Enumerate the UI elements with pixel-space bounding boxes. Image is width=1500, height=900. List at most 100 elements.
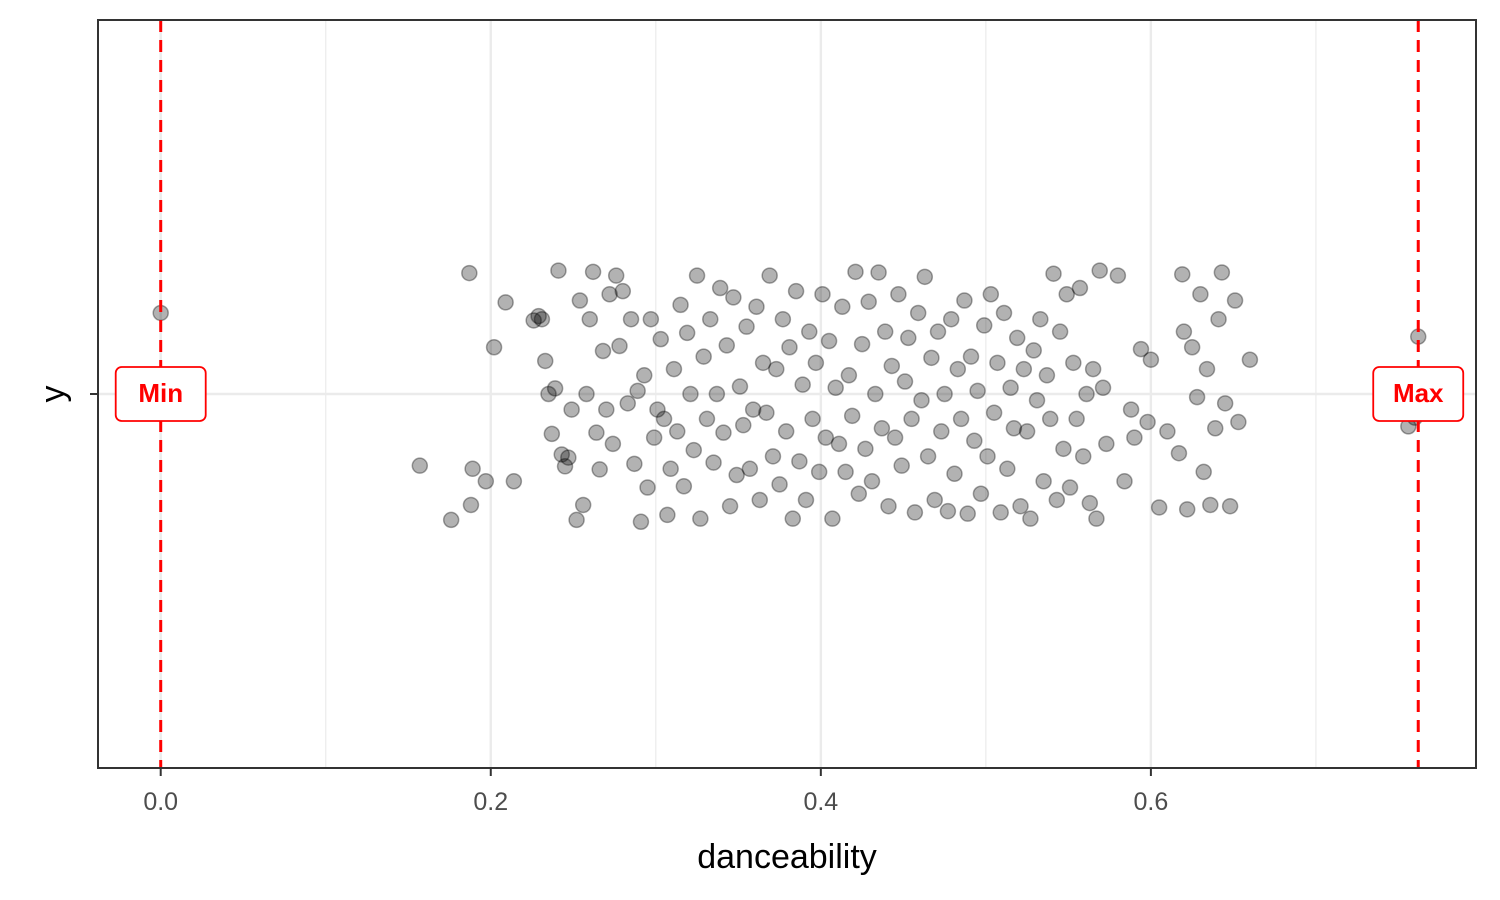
data-point (1116, 473, 1133, 490)
data-point (1126, 429, 1143, 446)
data-point (461, 264, 478, 282)
data-point (530, 307, 547, 325)
data-point (1122, 401, 1140, 418)
data-point (830, 435, 848, 453)
data-point (929, 323, 947, 340)
data-point (1078, 385, 1095, 403)
data-point (863, 473, 881, 490)
data-point (1175, 323, 1193, 340)
data-point (959, 505, 976, 522)
data-point (611, 337, 628, 355)
data-point (942, 310, 960, 328)
data-point (1202, 496, 1219, 514)
data-point (1068, 410, 1085, 428)
data-point (1188, 388, 1206, 406)
data-point (695, 348, 712, 365)
data-point (442, 511, 460, 529)
reference-label-box (114, 366, 207, 422)
data-point (903, 410, 920, 428)
data-point (1109, 267, 1127, 284)
data-point (748, 298, 765, 315)
y-axis-title: y (34, 386, 72, 403)
data-point (1045, 265, 1062, 282)
data-point (584, 263, 602, 281)
data-point (711, 279, 729, 297)
data-point (692, 510, 709, 527)
data-point (1041, 410, 1059, 428)
data-point (784, 510, 802, 527)
data-point (880, 497, 897, 515)
data-point (1025, 342, 1042, 359)
data-point (1221, 497, 1239, 515)
data-point (1183, 339, 1201, 356)
data-point (536, 352, 554, 370)
data-point (909, 304, 927, 322)
data-point (1022, 510, 1039, 527)
data-point (485, 339, 503, 356)
data-point (777, 423, 795, 440)
data-point (645, 429, 663, 446)
data-point (708, 385, 726, 403)
data-point (797, 491, 815, 509)
data-point (794, 376, 811, 393)
data-point (715, 424, 732, 441)
data-point (979, 448, 996, 465)
data-point (675, 478, 693, 495)
data-point (751, 491, 769, 509)
data-point (860, 293, 877, 310)
data-point (619, 395, 636, 412)
data-point (1216, 395, 1234, 412)
data-point (1173, 266, 1191, 283)
data-point (607, 267, 625, 284)
data-point (817, 429, 835, 446)
data-point (735, 416, 752, 434)
data-point (1198, 360, 1216, 378)
data-point (810, 463, 828, 481)
data-point (462, 496, 480, 514)
data-point (652, 330, 670, 348)
data-point (632, 513, 650, 531)
data-point (853, 335, 871, 353)
data-point (1142, 351, 1160, 368)
data-point (1065, 354, 1082, 372)
x-tick-label: 0.6 (1134, 788, 1169, 816)
data-point (540, 385, 557, 403)
data-point (672, 296, 689, 314)
data-point (649, 401, 666, 418)
data-point (787, 282, 805, 300)
data-point (913, 391, 930, 409)
data-point (923, 349, 940, 367)
data-point (972, 485, 990, 502)
data-point (814, 286, 831, 303)
data-point (705, 454, 722, 471)
data-point (820, 332, 838, 350)
data-point (764, 448, 782, 465)
data-point (791, 453, 808, 470)
data-point (956, 292, 973, 309)
data-point (738, 318, 755, 335)
data-point (840, 367, 858, 384)
data-point (900, 329, 917, 347)
data-point (1061, 479, 1079, 496)
data-point (1032, 310, 1049, 328)
data-point (533, 310, 551, 328)
data-point (665, 360, 683, 378)
data-point (754, 354, 772, 372)
data-point (464, 460, 481, 478)
reference-lines: Min Max (114, 20, 1465, 768)
data-point (936, 385, 953, 403)
data-point (804, 410, 821, 428)
data-point (678, 324, 696, 342)
data-point (588, 424, 605, 441)
data-point (1210, 310, 1227, 328)
data-point (1178, 501, 1196, 518)
data-point (1207, 420, 1224, 437)
data-point (718, 337, 736, 354)
data-point (801, 323, 818, 340)
data-point (1098, 435, 1115, 453)
data-point (926, 491, 943, 509)
data-point (1058, 286, 1075, 303)
data-point (850, 485, 868, 502)
data-point (949, 360, 967, 378)
reference-label-min: Min (138, 378, 183, 408)
